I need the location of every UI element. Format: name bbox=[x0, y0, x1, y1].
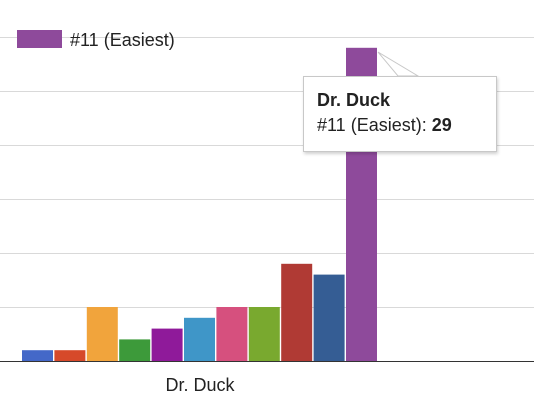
x-tick-label: Dr. Duck bbox=[165, 375, 235, 395]
tooltip: Dr. Duck #11 (Easiest): 29 bbox=[303, 76, 497, 152]
tooltip-title: Dr. Duck bbox=[317, 90, 391, 110]
bar[interactable] bbox=[86, 307, 118, 361]
bar[interactable] bbox=[54, 350, 86, 361]
bar[interactable] bbox=[313, 274, 345, 361]
bar[interactable] bbox=[184, 317, 215, 361]
tooltip-label: #11 (Easiest): bbox=[317, 115, 432, 135]
tooltip-row: #11 (Easiest): 29 bbox=[317, 112, 483, 138]
bar[interactable] bbox=[216, 307, 248, 361]
tooltip-tail bbox=[377, 51, 420, 77]
legend[interactable]: #11 (Easiest) bbox=[17, 30, 175, 50]
tooltip-value: 29 bbox=[431, 115, 452, 135]
legend-swatch[interactable] bbox=[17, 30, 62, 48]
bar[interactable] bbox=[151, 328, 183, 361]
bar[interactable] bbox=[119, 339, 151, 361]
bar[interactable] bbox=[281, 263, 313, 361]
bar[interactable] bbox=[248, 307, 280, 361]
bar[interactable] bbox=[22, 350, 53, 361]
legend-label[interactable]: #11 (Easiest) bbox=[70, 30, 175, 50]
gridlines bbox=[0, 37, 534, 308]
